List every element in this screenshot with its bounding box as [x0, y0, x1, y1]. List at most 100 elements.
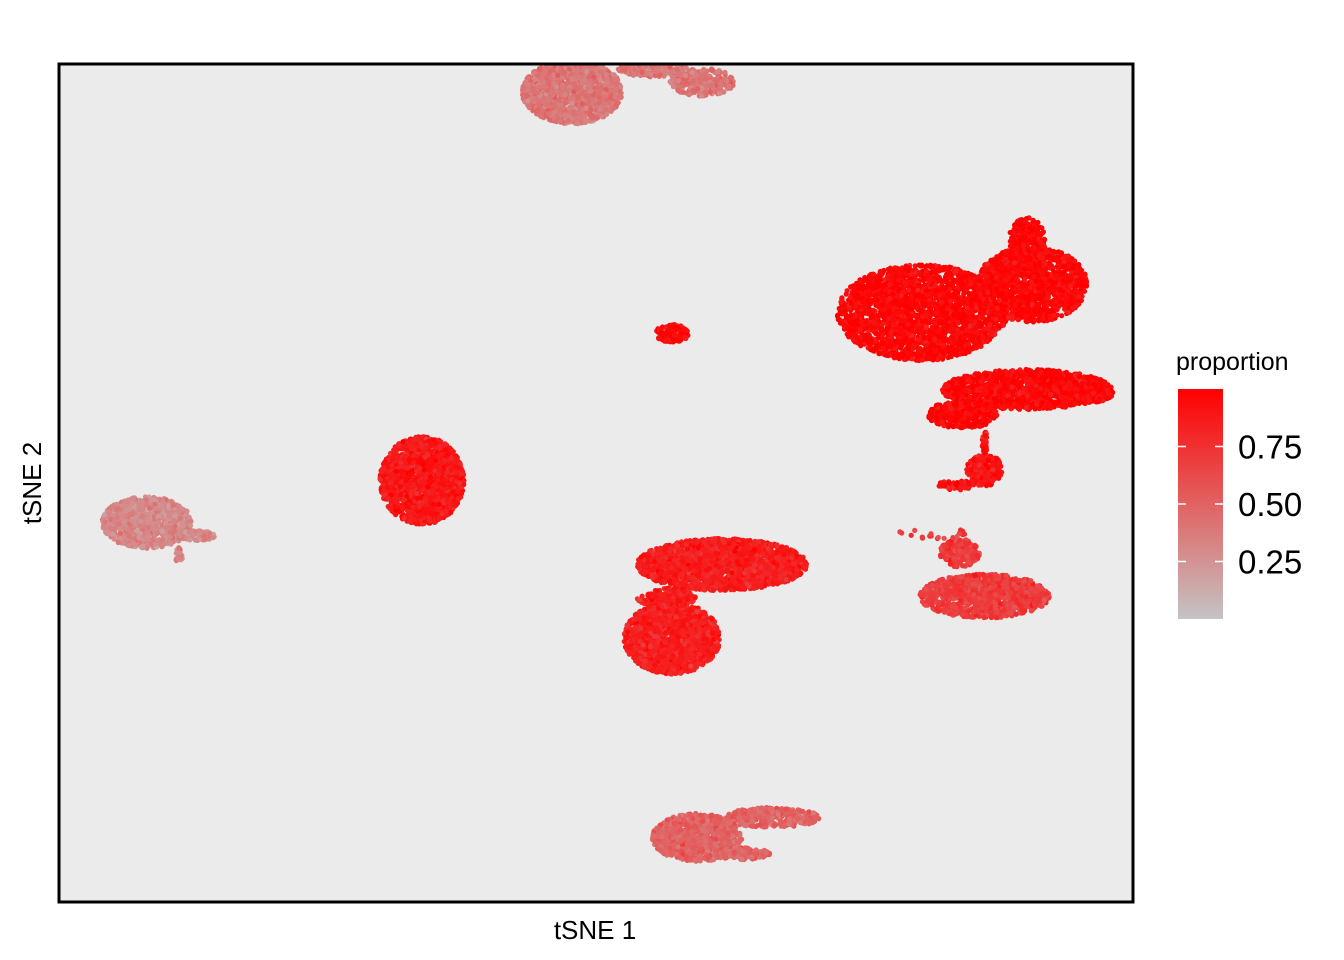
cell-point [407, 472, 413, 478]
cell-point [398, 463, 404, 470]
cell-point [399, 504, 405, 510]
cell-point [116, 521, 122, 527]
cell-point [537, 84, 543, 90]
cell-point [398, 492, 404, 498]
cell-point [397, 484, 403, 490]
cell-point [111, 536, 117, 542]
cell-point [107, 525, 113, 531]
cell-point [458, 471, 464, 477]
cell-point [567, 105, 573, 111]
cell-point [577, 74, 583, 80]
cell-point [651, 57, 656, 62]
cell-point [117, 511, 123, 517]
cell-point [709, 82, 715, 88]
cell-point [716, 90, 723, 97]
cell-point [589, 115, 596, 121]
cell-point [427, 479, 433, 485]
cell-point [407, 518, 413, 524]
cell-point [441, 482, 447, 488]
cell-point [401, 456, 407, 462]
cell-point [607, 108, 613, 114]
cell-point [458, 494, 464, 500]
cell-point [702, 80, 708, 86]
cell-point [159, 528, 165, 535]
cell-point [440, 497, 446, 504]
cell-point [417, 456, 423, 462]
cell-point [670, 58, 675, 63]
cell-point [400, 439, 406, 445]
cell-point [382, 478, 388, 484]
cell-point [664, 57, 669, 62]
cell-point [671, 57, 676, 62]
cell-point [418, 444, 425, 450]
cell-point [555, 72, 561, 78]
cell-point [436, 516, 442, 522]
cell-point [414, 491, 420, 497]
cell-point [569, 76, 575, 83]
cell-point [430, 501, 437, 507]
cell-point [672, 57, 677, 62]
cell-point [435, 453, 442, 459]
cell-point [722, 69, 728, 75]
cell-point [394, 455, 400, 461]
cell-point [520, 85, 527, 91]
cell-point [612, 94, 618, 100]
cell-point [728, 74, 734, 80]
cell-point [454, 500, 460, 506]
cell-point [411, 459, 417, 465]
cell-point [557, 118, 563, 124]
cell-point [604, 72, 610, 78]
cell-point [447, 445, 453, 451]
cell-point [665, 331, 671, 337]
cell-point [561, 69, 567, 75]
cell-point [695, 86, 701, 92]
cell-point [661, 57, 666, 62]
cell-point [636, 58, 641, 63]
cell-point [431, 482, 437, 488]
cell-point [663, 337, 669, 343]
cell-point [658, 57, 663, 62]
cell-point [399, 468, 405, 474]
cell-point [129, 518, 135, 524]
cell-point [665, 56, 670, 61]
cell-point [385, 496, 391, 502]
cell-point [579, 101, 585, 107]
cell-point [694, 72, 700, 78]
cell-point [154, 505, 160, 511]
cell-point [422, 454, 428, 460]
cell-point [662, 68, 668, 74]
cell-point [122, 499, 128, 505]
cell-point [702, 90, 708, 96]
cell-point [187, 537, 193, 543]
cell-point [176, 508, 182, 514]
cell-point [422, 510, 429, 516]
cell-point [689, 69, 695, 76]
cell-point [380, 467, 386, 473]
cell-point [184, 508, 190, 514]
cell-point [104, 529, 110, 535]
cell-point [651, 57, 656, 62]
cell-point [439, 460, 445, 466]
cell-point [578, 84, 584, 90]
cell-point [558, 113, 564, 119]
cell-point [672, 333, 678, 339]
cell-point [569, 100, 575, 106]
cell-point [562, 92, 568, 98]
cell-point [660, 57, 665, 62]
cell-point [525, 82, 531, 88]
cell-point [604, 76, 610, 82]
cell-point [567, 87, 573, 93]
cell-point [458, 484, 464, 490]
cell-point [450, 450, 456, 456]
cell-point [390, 456, 396, 462]
cell-point [676, 338, 682, 344]
cell-point [201, 537, 208, 543]
cell-point [659, 325, 665, 331]
cell-point [638, 57, 643, 62]
cell-point [393, 468, 399, 474]
cell-point [115, 506, 121, 512]
cell-point [421, 505, 427, 511]
cell-point [714, 78, 720, 84]
cell-point [601, 101, 607, 107]
